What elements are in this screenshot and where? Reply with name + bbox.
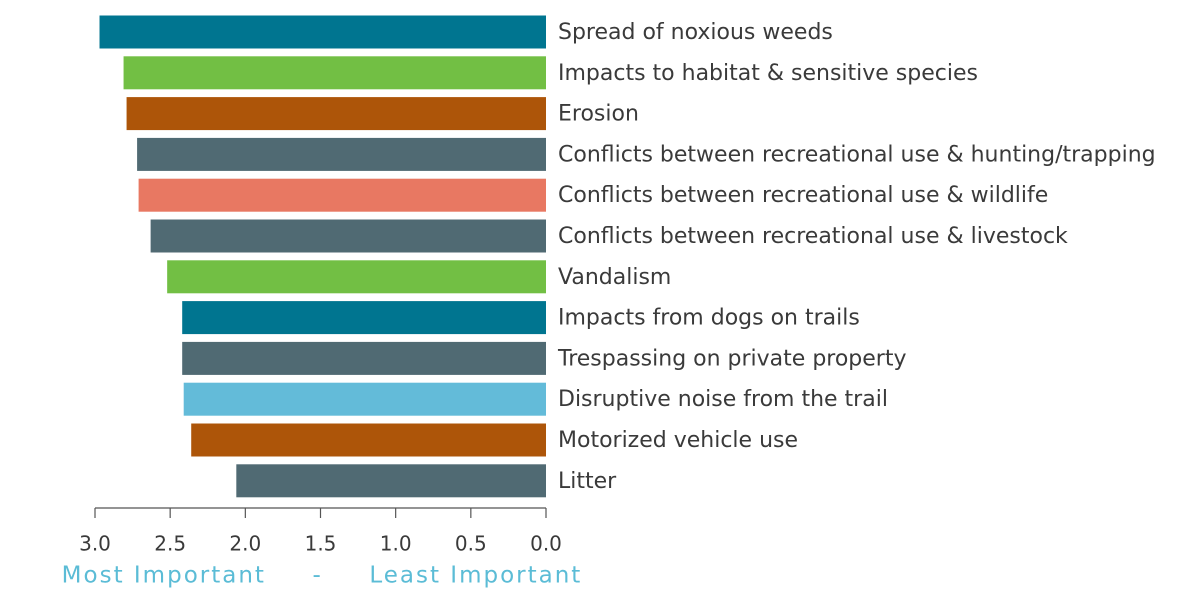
category-label: Impacts from dogs on trails	[558, 306, 860, 331]
bar	[137, 137, 547, 171]
category-label: Conflicts between recreational use & hun…	[558, 142, 1156, 167]
category-label: Disruptive noise from the trail	[558, 387, 888, 412]
bar	[126, 97, 546, 131]
category-label: Spread of noxious weeds	[558, 20, 833, 45]
category-label: Conflicts between recreational use & liv…	[558, 224, 1068, 249]
x-tick-label: 1.5	[305, 532, 337, 556]
bar	[182, 301, 546, 335]
category-label: Conflicts between recreational use & wil…	[558, 183, 1048, 208]
x-tick-label: 1.0	[380, 532, 412, 556]
bar	[183, 382, 547, 416]
x-tick-label: 0.5	[455, 532, 487, 556]
x-tick-label: 2.5	[154, 532, 186, 556]
category-label: Trespassing on private property	[557, 346, 907, 371]
bar	[182, 341, 546, 375]
category-label: Vandalism	[558, 265, 671, 290]
bar	[123, 56, 547, 90]
bar	[150, 219, 546, 253]
bar	[236, 464, 546, 498]
x-tick-label: 2.0	[229, 532, 261, 556]
category-label: Motorized vehicle use	[558, 428, 798, 453]
x-tick-label: 0.0	[530, 532, 562, 556]
bar	[191, 423, 547, 457]
category-label: Litter	[558, 469, 617, 494]
bar	[99, 15, 546, 49]
category-label: Erosion	[558, 102, 639, 127]
bar	[138, 178, 546, 212]
bar	[167, 260, 546, 294]
x-axis-label: Most Important - Least Important	[62, 563, 583, 589]
category-label: Impacts to habitat & sensitive species	[558, 61, 978, 86]
x-tick-label: 3.0	[79, 532, 111, 556]
